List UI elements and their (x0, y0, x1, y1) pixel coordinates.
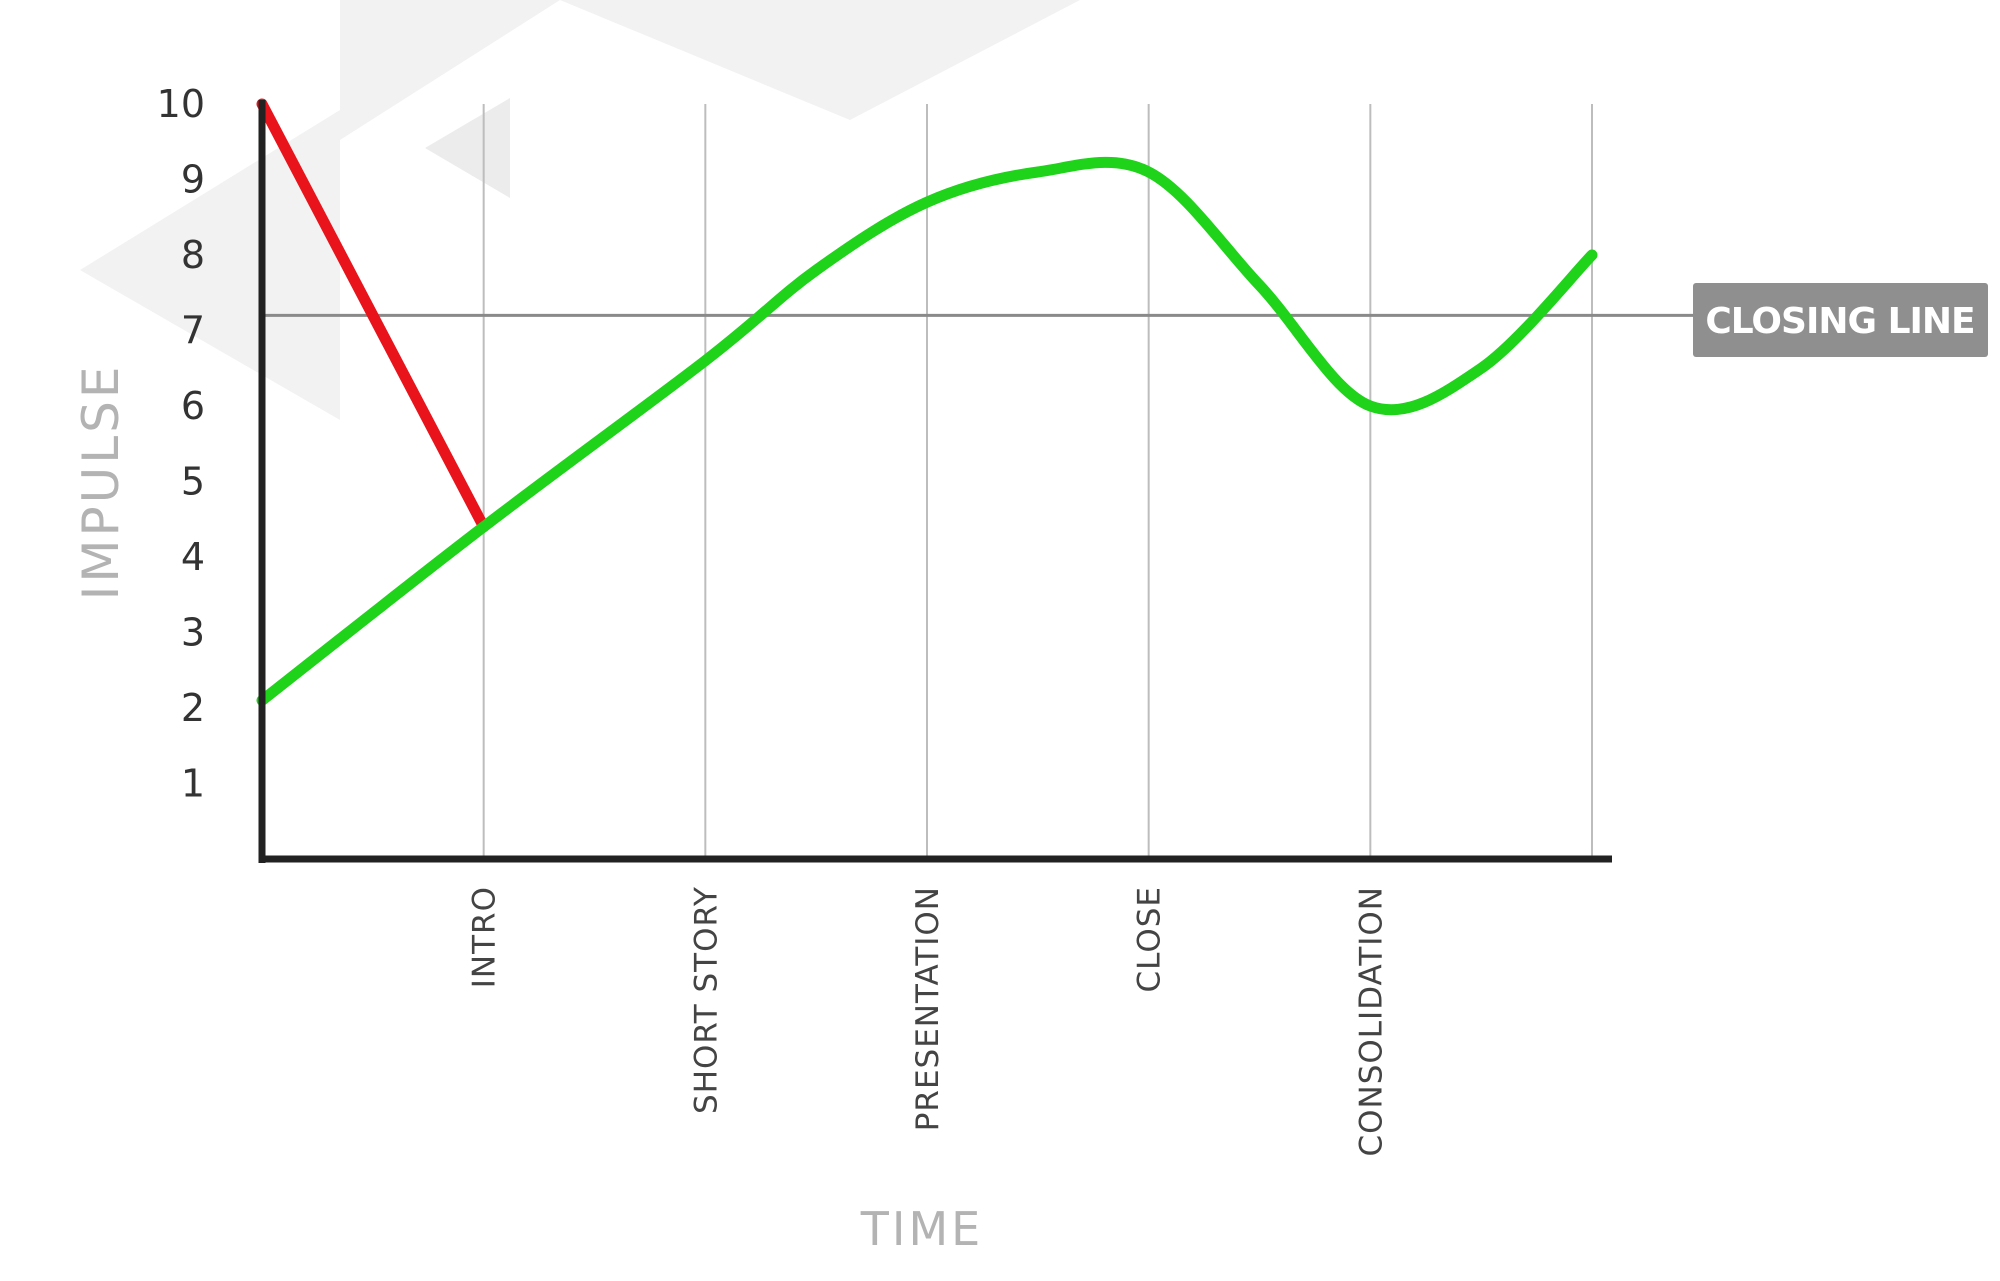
x-tick-label: SHORT STORY (688, 886, 724, 1114)
grid-lines (482, 104, 1593, 859)
closing-line-badge: CLOSING LINE (1693, 283, 1988, 357)
closing-line-badge-box (1693, 283, 1988, 357)
series-lines (256, 98, 1598, 706)
x-axis-title: TIME (860, 1202, 983, 1256)
series-line-2 (256, 156, 1598, 706)
x-tick-label: PRESENTATION (910, 886, 946, 1131)
y-tick-label: 9 (181, 158, 205, 202)
watermark-shape (80, 110, 340, 420)
series-line-1 (256, 98, 490, 533)
x-tick-label: CLOSE (1132, 886, 1168, 992)
y-tick-label: 2 (181, 686, 205, 730)
y-tick-label: 1 (181, 762, 205, 806)
y-tick-label: 10 (157, 82, 205, 126)
y-tick-label: 4 (181, 535, 205, 579)
watermark-shape (560, 0, 1080, 120)
x-tick-label: CONSOLIDATION (1353, 886, 1389, 1157)
watermark-shape (340, 0, 560, 140)
y-axis-title: IMPULSE (72, 364, 130, 601)
tick-labels: 1 2 3 4 5 6 7 8 9 10 INTRO SHORT STORY PRESENTATION C… (157, 82, 1390, 1157)
y-tick-label: 7 (181, 309, 205, 353)
background-watermark (80, 0, 1080, 420)
y-tick-label: 6 (181, 384, 205, 428)
y-tick-label: 3 (181, 611, 205, 655)
y-tick-label: 5 (181, 460, 205, 504)
closing-line-label: CLOSING LINE (1705, 301, 1974, 342)
watermark-shape (425, 98, 510, 198)
y-tick-label: 8 (181, 233, 205, 277)
x-tick-label: INTRO (467, 886, 503, 988)
axes (258, 100, 1612, 863)
